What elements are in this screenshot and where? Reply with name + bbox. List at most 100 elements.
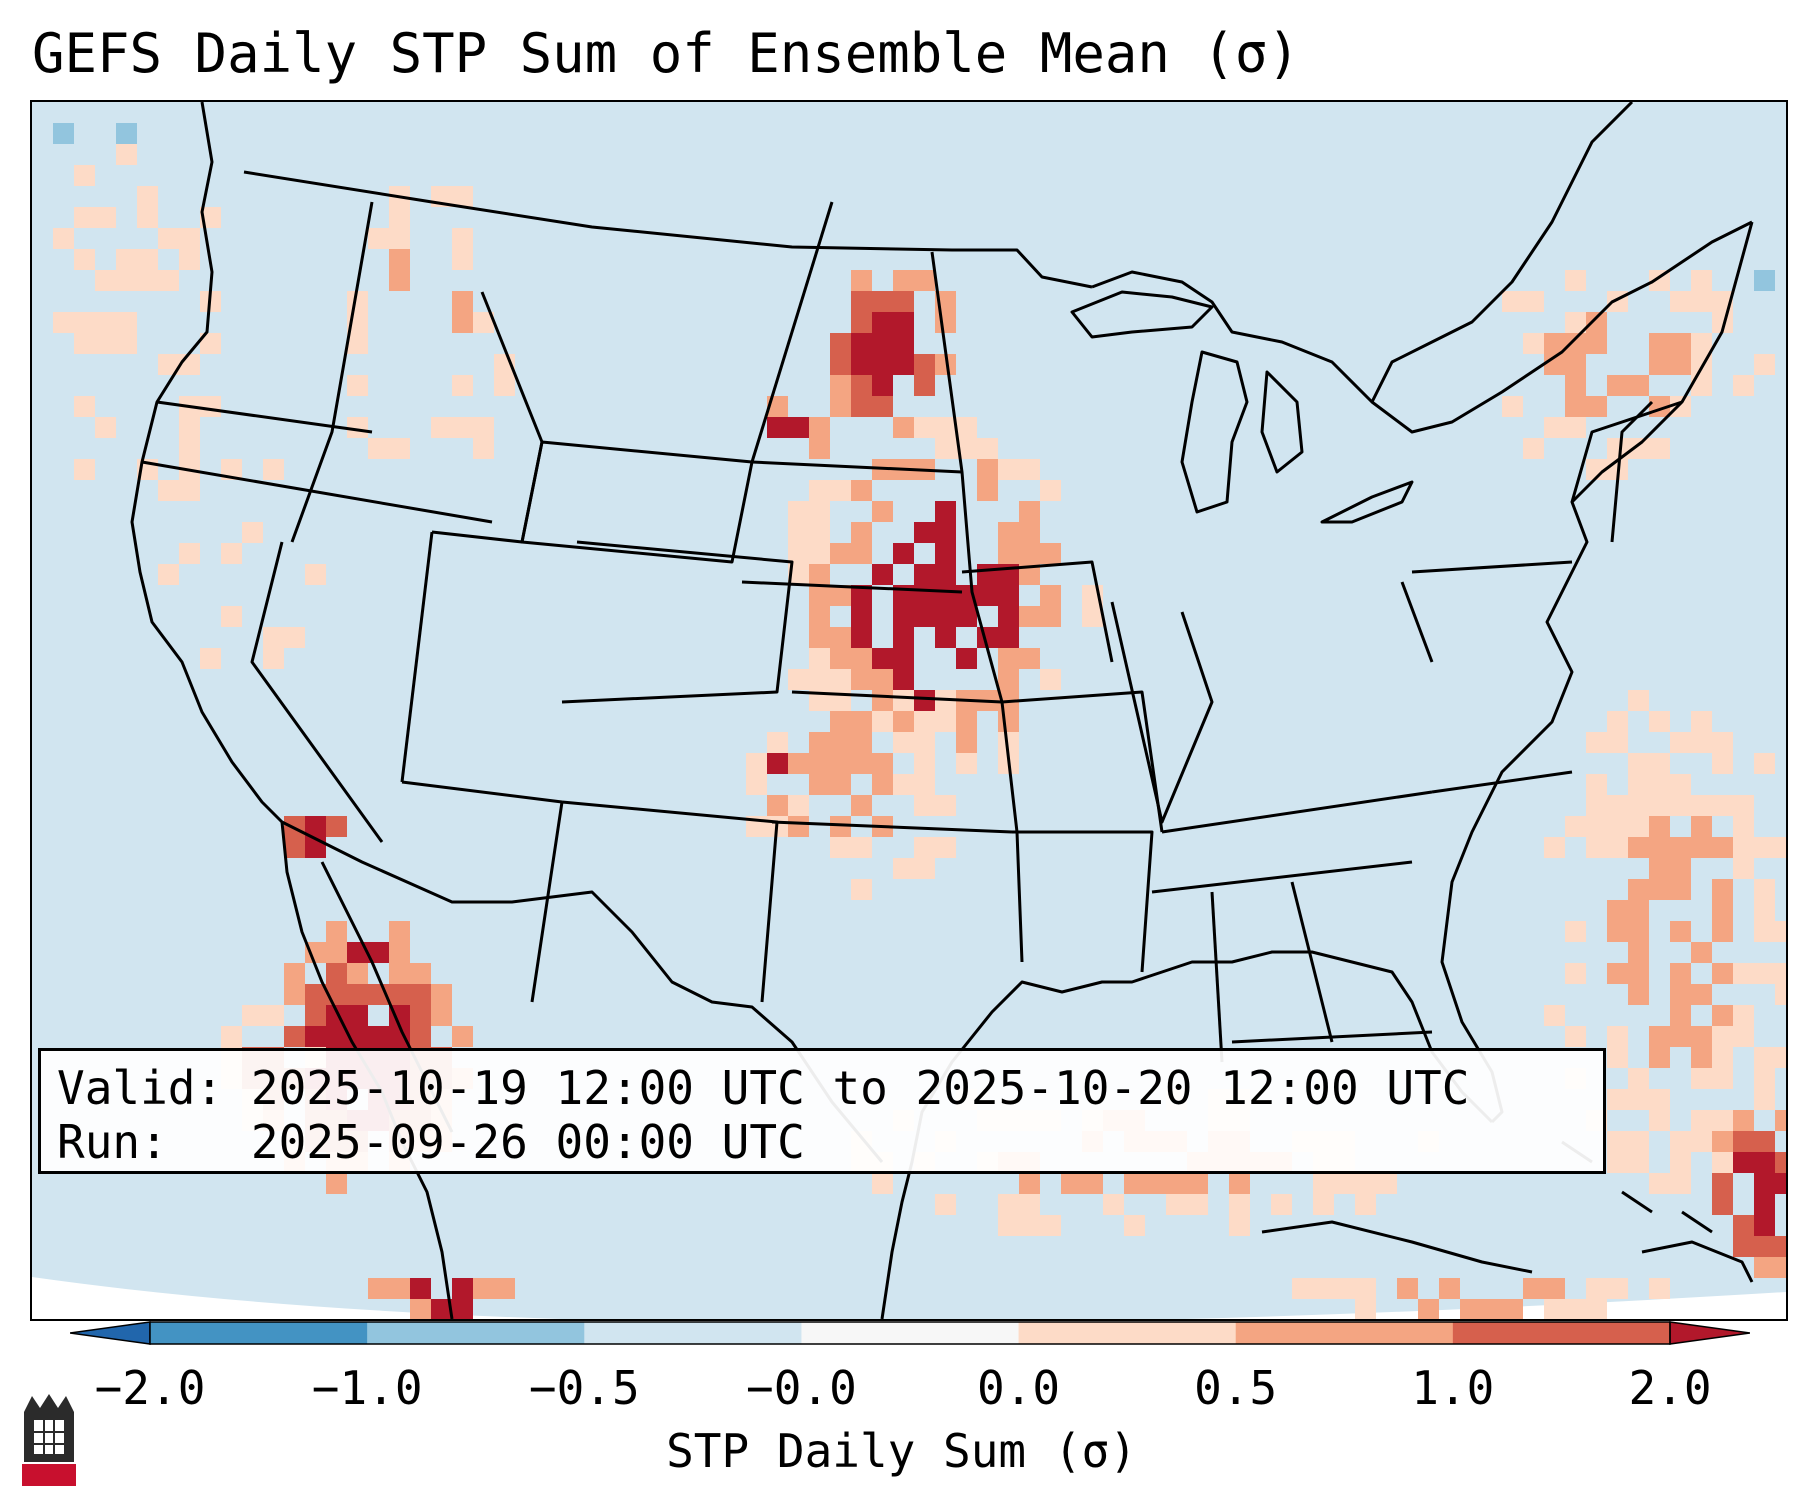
anomaly-cell bbox=[746, 774, 767, 795]
anomaly-cell bbox=[1586, 774, 1607, 795]
anomaly-cell bbox=[1670, 984, 1691, 1005]
anomaly-cell bbox=[809, 690, 830, 711]
anomaly-cell bbox=[1775, 1110, 1786, 1131]
anomaly-cell bbox=[305, 1026, 326, 1047]
anomaly-cell bbox=[221, 459, 242, 480]
anomaly-cell bbox=[1019, 1173, 1040, 1194]
anomaly-cell bbox=[851, 753, 872, 774]
anomaly-cell bbox=[389, 228, 410, 249]
anomaly-cell bbox=[1628, 921, 1649, 942]
map-title: GEFS Daily STP Sum of Ensemble Mean (σ) bbox=[32, 22, 1300, 85]
anomaly-cell bbox=[998, 732, 1019, 753]
anomaly-cell bbox=[1733, 858, 1754, 879]
anomaly-cell bbox=[1754, 837, 1775, 858]
anomaly-cell bbox=[893, 627, 914, 648]
anomaly-cell bbox=[893, 333, 914, 354]
anomaly-cell bbox=[1754, 270, 1775, 291]
anomaly-cell bbox=[935, 312, 956, 333]
anomaly-cell bbox=[1712, 837, 1733, 858]
colorbar-segment bbox=[1452, 1322, 1671, 1344]
anomaly-cell bbox=[851, 606, 872, 627]
anomaly-cell bbox=[1691, 837, 1712, 858]
anomaly-cell bbox=[893, 711, 914, 732]
anomaly-cell bbox=[326, 1173, 347, 1194]
hispaniola bbox=[1641, 1240, 1754, 1283]
anomaly-cell bbox=[452, 186, 473, 207]
anomaly-cell bbox=[284, 984, 305, 1005]
anomaly-cell bbox=[1628, 795, 1649, 816]
anomaly-cell bbox=[1649, 438, 1670, 459]
anomaly-cell bbox=[452, 1299, 473, 1319]
anomaly-cell bbox=[95, 270, 116, 291]
anomaly-cell bbox=[1628, 984, 1649, 1005]
anomaly-cell bbox=[1691, 711, 1712, 732]
anomaly-cell bbox=[914, 858, 935, 879]
anomaly-cell bbox=[914, 774, 935, 795]
anomaly-cell bbox=[851, 711, 872, 732]
anomaly-cell bbox=[473, 417, 494, 438]
anomaly-cell bbox=[1628, 690, 1649, 711]
anomaly-cell bbox=[1670, 1131, 1691, 1152]
anomaly-cell bbox=[872, 711, 893, 732]
anomaly-cell bbox=[1607, 1152, 1628, 1173]
anomaly-cell bbox=[1019, 1215, 1040, 1236]
anomaly-cell bbox=[1775, 984, 1786, 1005]
anomaly-cell bbox=[977, 564, 998, 585]
anomaly-cell bbox=[1607, 1278, 1628, 1299]
anomaly-cell bbox=[1670, 837, 1691, 858]
anomaly-cell bbox=[1040, 669, 1061, 690]
anomaly-cell bbox=[410, 1278, 431, 1299]
anomaly-cell bbox=[137, 270, 158, 291]
anomaly-cell bbox=[74, 165, 95, 186]
anomaly-cell bbox=[1607, 1131, 1628, 1152]
anomaly-cell bbox=[1544, 837, 1565, 858]
anomaly-cell bbox=[158, 270, 179, 291]
anomaly-cell bbox=[410, 1026, 431, 1047]
anomaly-cell bbox=[809, 774, 830, 795]
anomaly-cell bbox=[1712, 1131, 1733, 1152]
anomaly-cell bbox=[1691, 795, 1712, 816]
anomaly-cell bbox=[1670, 963, 1691, 984]
anomaly-cell bbox=[872, 690, 893, 711]
logo-window bbox=[34, 1420, 64, 1454]
anomaly-cell bbox=[1103, 1194, 1124, 1215]
anomaly-cell bbox=[851, 375, 872, 396]
anomaly-cell bbox=[1754, 1215, 1775, 1236]
anomaly-cell bbox=[1565, 963, 1586, 984]
anomaly-cell bbox=[1649, 1089, 1670, 1110]
anomaly-cell bbox=[914, 564, 935, 585]
anomaly-cell bbox=[1607, 1026, 1628, 1047]
anomaly-cell bbox=[1523, 1278, 1544, 1299]
anomaly-cell bbox=[326, 942, 347, 963]
anomaly-cell bbox=[1565, 312, 1586, 333]
anomaly-cell bbox=[326, 1026, 347, 1047]
anomaly-cell bbox=[1712, 1152, 1733, 1173]
anomaly-cell bbox=[1691, 333, 1712, 354]
anomaly-cell bbox=[158, 228, 179, 249]
anomaly-cell bbox=[851, 312, 872, 333]
anomaly-cell bbox=[494, 375, 515, 396]
anomaly-cell bbox=[284, 837, 305, 858]
anomaly-cell bbox=[1523, 438, 1544, 459]
mn-wi bbox=[930, 251, 1024, 963]
anomaly-cell bbox=[1712, 921, 1733, 942]
anomaly-cell bbox=[1607, 732, 1628, 753]
anomaly-cell bbox=[935, 417, 956, 438]
anomaly-cell bbox=[998, 627, 1019, 648]
anomaly-cell bbox=[1229, 1215, 1250, 1236]
anomaly-cell bbox=[935, 501, 956, 522]
anomaly-cell bbox=[1124, 1173, 1145, 1194]
anomaly-cell bbox=[809, 438, 830, 459]
anomaly-cell bbox=[1649, 354, 1670, 375]
anomaly-cell bbox=[1754, 879, 1775, 900]
anomaly-cell bbox=[998, 606, 1019, 627]
anomaly-cell bbox=[1754, 921, 1775, 942]
anomaly-cell bbox=[830, 354, 851, 375]
anomaly-cell bbox=[179, 480, 200, 501]
anomaly-cell bbox=[284, 963, 305, 984]
anomaly-cell bbox=[284, 627, 305, 648]
anomaly-cell bbox=[893, 312, 914, 333]
anomaly-cell bbox=[935, 543, 956, 564]
anomaly-cell bbox=[137, 186, 158, 207]
anomaly-cell bbox=[1061, 1173, 1082, 1194]
